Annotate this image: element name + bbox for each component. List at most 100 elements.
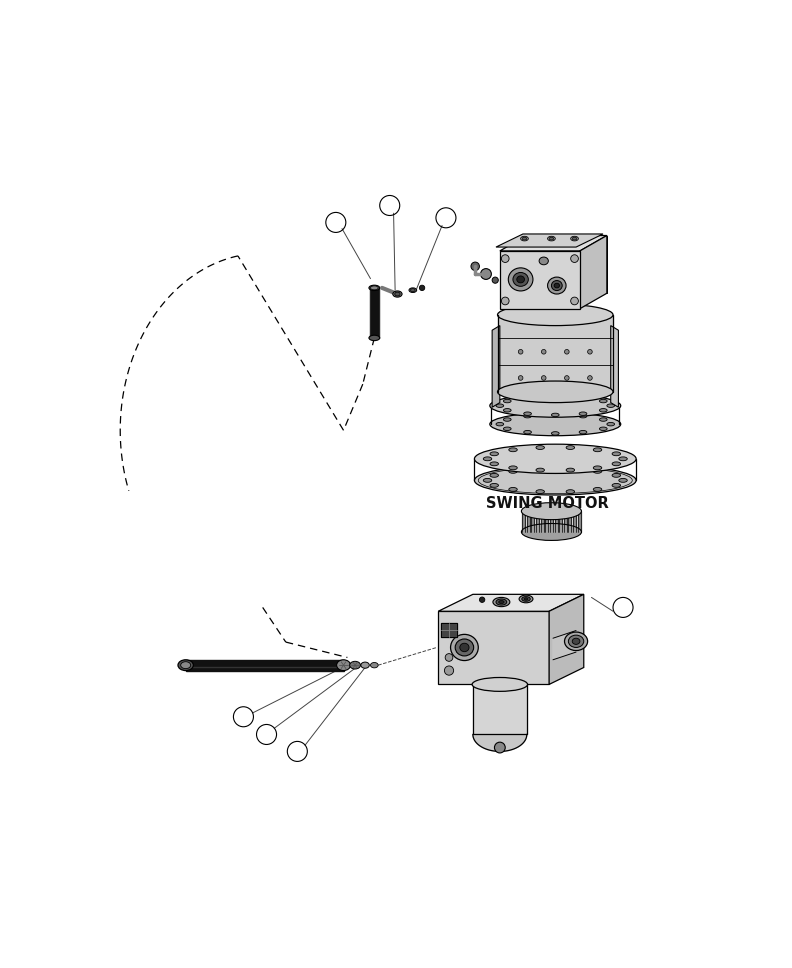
- Ellipse shape: [521, 502, 581, 520]
- Ellipse shape: [337, 660, 350, 671]
- Ellipse shape: [536, 468, 544, 471]
- Ellipse shape: [472, 678, 527, 691]
- Ellipse shape: [612, 452, 621, 456]
- Ellipse shape: [504, 400, 511, 403]
- Polygon shape: [564, 511, 567, 532]
- Polygon shape: [496, 234, 603, 247]
- Ellipse shape: [571, 236, 578, 241]
- Ellipse shape: [612, 483, 621, 487]
- Ellipse shape: [513, 272, 528, 287]
- Ellipse shape: [519, 595, 533, 603]
- Ellipse shape: [524, 414, 531, 418]
- Circle shape: [565, 376, 569, 380]
- Ellipse shape: [619, 457, 627, 461]
- Polygon shape: [536, 511, 539, 532]
- Circle shape: [479, 597, 485, 602]
- Ellipse shape: [394, 292, 400, 296]
- Polygon shape: [577, 511, 581, 532]
- Ellipse shape: [483, 478, 492, 482]
- Text: SWING MOTOR: SWING MOTOR: [486, 496, 609, 511]
- Ellipse shape: [579, 412, 587, 415]
- Ellipse shape: [565, 632, 588, 650]
- Ellipse shape: [573, 237, 577, 240]
- Circle shape: [492, 277, 498, 284]
- Ellipse shape: [409, 287, 417, 292]
- Ellipse shape: [369, 335, 379, 341]
- Circle shape: [518, 349, 523, 354]
- Circle shape: [494, 742, 505, 753]
- Circle shape: [471, 262, 479, 270]
- Ellipse shape: [569, 635, 584, 648]
- Circle shape: [420, 286, 425, 290]
- Ellipse shape: [549, 237, 554, 240]
- Circle shape: [445, 653, 453, 661]
- Ellipse shape: [579, 396, 587, 400]
- Circle shape: [481, 268, 491, 280]
- Ellipse shape: [612, 473, 621, 477]
- Circle shape: [444, 666, 454, 676]
- Ellipse shape: [508, 488, 517, 492]
- Polygon shape: [497, 315, 613, 392]
- Ellipse shape: [350, 661, 360, 669]
- Ellipse shape: [508, 448, 517, 452]
- Polygon shape: [545, 511, 548, 532]
- Polygon shape: [438, 594, 584, 611]
- Ellipse shape: [460, 643, 469, 651]
- Ellipse shape: [504, 418, 511, 421]
- Polygon shape: [559, 511, 562, 532]
- Circle shape: [588, 376, 592, 380]
- Ellipse shape: [619, 478, 627, 482]
- Ellipse shape: [593, 488, 602, 492]
- Polygon shape: [550, 511, 553, 532]
- Circle shape: [542, 349, 546, 354]
- Circle shape: [571, 297, 578, 305]
- Ellipse shape: [524, 431, 531, 434]
- Ellipse shape: [504, 408, 511, 412]
- Polygon shape: [573, 511, 576, 532]
- Ellipse shape: [524, 412, 531, 415]
- Polygon shape: [531, 511, 535, 532]
- Ellipse shape: [369, 286, 379, 290]
- Circle shape: [588, 349, 592, 354]
- Ellipse shape: [536, 490, 544, 494]
- Ellipse shape: [551, 413, 559, 416]
- Ellipse shape: [579, 431, 587, 434]
- Ellipse shape: [536, 469, 544, 472]
- Ellipse shape: [455, 639, 474, 656]
- Ellipse shape: [410, 288, 415, 291]
- Ellipse shape: [551, 413, 559, 416]
- Ellipse shape: [566, 490, 574, 494]
- Ellipse shape: [566, 468, 574, 471]
- Ellipse shape: [496, 599, 507, 605]
- Ellipse shape: [543, 239, 550, 244]
- Ellipse shape: [490, 452, 498, 456]
- Ellipse shape: [483, 457, 492, 461]
- Ellipse shape: [497, 304, 613, 325]
- Ellipse shape: [551, 281, 562, 290]
- Ellipse shape: [504, 427, 511, 431]
- Ellipse shape: [600, 427, 607, 431]
- Ellipse shape: [497, 381, 613, 403]
- Ellipse shape: [547, 236, 555, 241]
- Ellipse shape: [489, 412, 621, 436]
- Ellipse shape: [572, 236, 582, 242]
- Ellipse shape: [474, 466, 636, 495]
- Polygon shape: [611, 325, 619, 408]
- Ellipse shape: [566, 445, 574, 449]
- Ellipse shape: [371, 286, 379, 289]
- Polygon shape: [527, 235, 607, 293]
- Circle shape: [501, 297, 509, 305]
- Ellipse shape: [607, 422, 615, 426]
- Ellipse shape: [499, 600, 504, 604]
- Ellipse shape: [600, 400, 607, 403]
- Ellipse shape: [551, 395, 559, 398]
- Ellipse shape: [612, 462, 621, 466]
- Circle shape: [571, 255, 578, 262]
- Polygon shape: [500, 251, 580, 309]
- Ellipse shape: [524, 396, 531, 400]
- Ellipse shape: [508, 268, 533, 291]
- Ellipse shape: [539, 238, 553, 246]
- Polygon shape: [554, 511, 558, 532]
- Ellipse shape: [489, 394, 621, 417]
- Polygon shape: [541, 511, 544, 532]
